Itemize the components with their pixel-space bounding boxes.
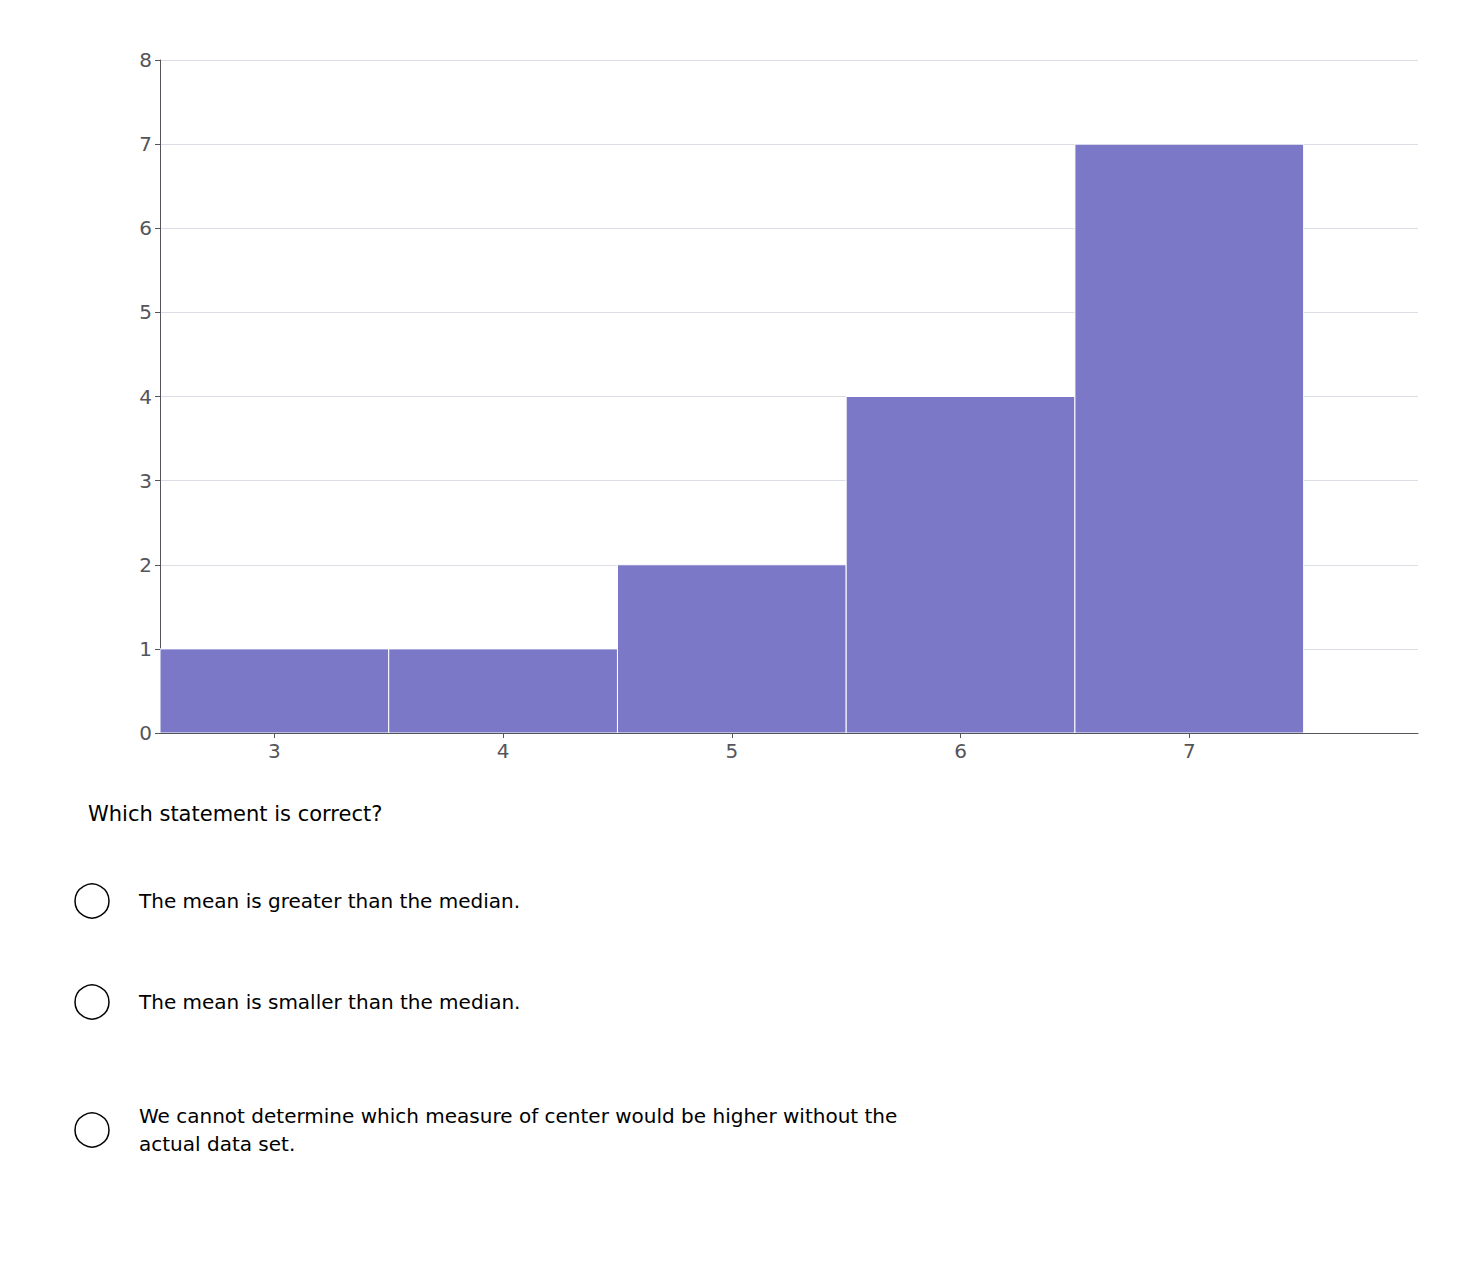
svg-text:5: 5 — [725, 739, 738, 763]
svg-text:7: 7 — [1183, 739, 1196, 763]
svg-text:0: 0 — [139, 721, 152, 745]
svg-text:Which statement is correct?: Which statement is correct? — [88, 802, 382, 826]
svg-text:1: 1 — [139, 637, 152, 661]
svg-text:4: 4 — [497, 739, 510, 763]
svg-text:5: 5 — [139, 300, 152, 324]
svg-text:3: 3 — [139, 469, 152, 493]
svg-text:7: 7 — [139, 132, 152, 156]
svg-text:8: 8 — [139, 48, 152, 72]
svg-text:The mean is smaller than the m: The mean is smaller than the median. — [138, 990, 520, 1014]
svg-text:4: 4 — [139, 385, 152, 409]
svg-text:2: 2 — [139, 553, 152, 577]
svg-text:6: 6 — [954, 739, 967, 763]
svg-text:3: 3 — [268, 739, 281, 763]
svg-text:actual data set.: actual data set. — [139, 1132, 295, 1156]
svg-text:We cannot determine which meas: We cannot determine which measure of cen… — [139, 1104, 897, 1128]
svg-text:The mean is greater than the m: The mean is greater than the median. — [138, 889, 520, 913]
svg-text:6: 6 — [139, 216, 152, 240]
